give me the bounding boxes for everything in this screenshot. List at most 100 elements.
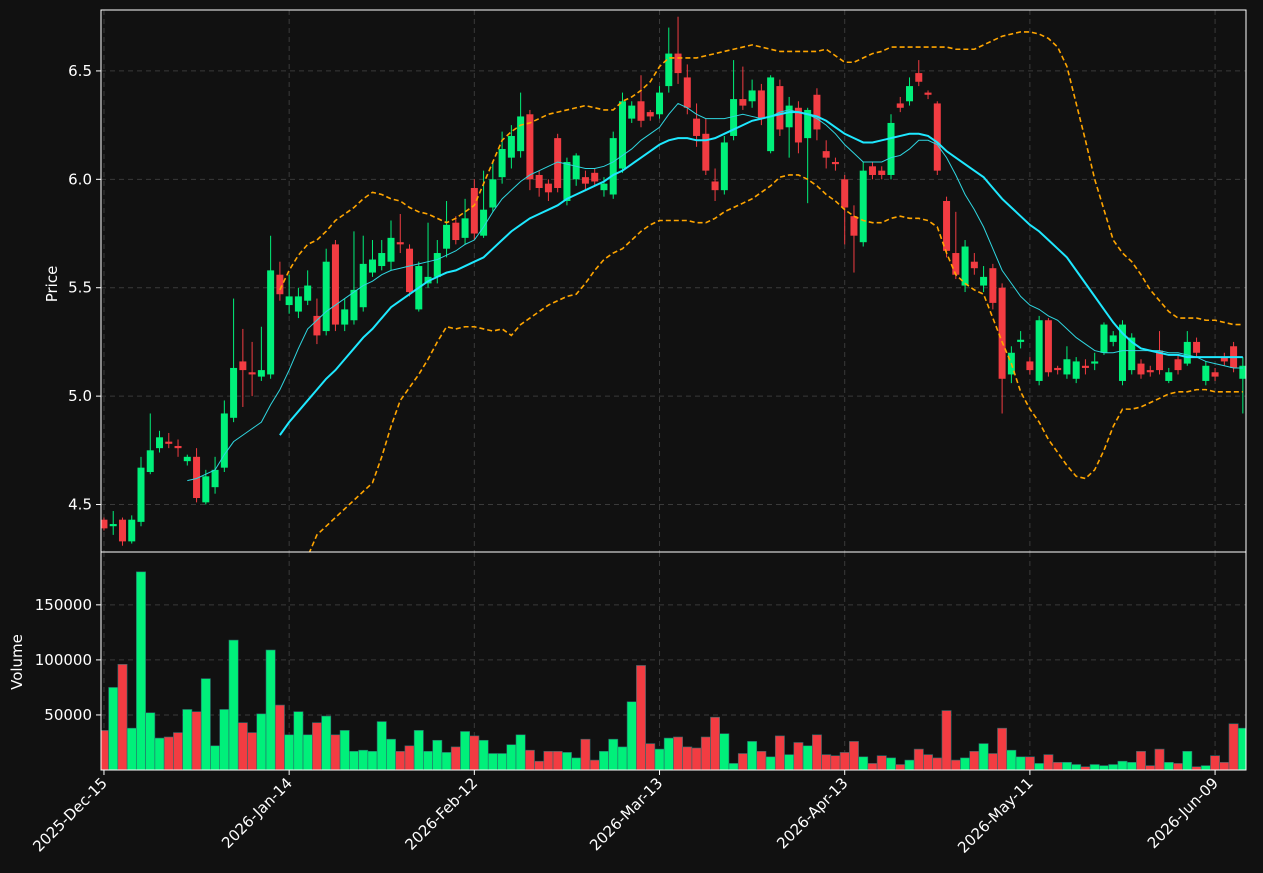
candle-body <box>785 105 793 128</box>
candle-body <box>998 287 1006 379</box>
candle-body <box>757 90 765 119</box>
volume-bar <box>1182 750 1193 770</box>
volume-bar <box>811 734 822 770</box>
volume-bar <box>599 750 609 770</box>
volume-bar <box>163 736 174 770</box>
volume-bar <box>367 750 378 770</box>
volume-bar <box>904 759 915 770</box>
candle-body <box>1100 324 1108 353</box>
candle-body <box>137 467 145 522</box>
volume-bars <box>101 571 1246 770</box>
candle-body <box>368 259 376 273</box>
candle-body <box>267 270 275 375</box>
volume-bar <box>1173 763 1183 770</box>
candle-body <box>248 372 256 375</box>
indicator-line <box>308 174 1243 552</box>
volume-bar <box>941 710 952 770</box>
volume-bar <box>404 745 415 770</box>
candle-body <box>850 216 858 236</box>
volume-bar <box>524 749 535 770</box>
volume-bar <box>932 757 943 770</box>
y-tick-label: 100000 <box>35 651 92 669</box>
y-axis-label: Price <box>43 266 61 303</box>
candle-body <box>165 441 173 444</box>
y-tick-label: 5.0 <box>68 387 92 405</box>
candle-body <box>572 155 580 180</box>
volume-bar <box>1052 761 1063 770</box>
candle-body <box>480 209 488 236</box>
candle-body <box>498 148 506 178</box>
candle-body <box>276 274 284 295</box>
candle-body <box>1211 372 1219 377</box>
volume-bar <box>358 749 369 770</box>
volume-bar <box>349 750 359 770</box>
volume-bar <box>395 750 406 770</box>
volume-bar <box>1228 723 1239 770</box>
candle-body <box>674 53 682 74</box>
volume-bar <box>719 733 730 770</box>
y-tick-label: 4.5 <box>68 496 92 514</box>
candle-body <box>794 107 802 143</box>
candle-body <box>313 315 321 336</box>
volume-bar <box>987 753 998 770</box>
volume-bar <box>386 738 396 770</box>
volume-bar <box>1061 761 1072 770</box>
volume-bar <box>682 746 693 770</box>
volume-bar <box>293 711 304 770</box>
volume-bar <box>663 737 674 770</box>
candle-body <box>813 94 821 130</box>
volume-bar <box>200 678 211 770</box>
volume-bar <box>737 753 748 770</box>
volume-bar <box>784 754 795 770</box>
candle-body <box>470 187 478 234</box>
candle-body <box>896 103 904 108</box>
volume-bar <box>284 734 295 770</box>
y-tick-label: 50000 <box>44 706 92 724</box>
volume-bar <box>1117 760 1128 770</box>
candle-body <box>600 183 608 191</box>
candle-body <box>109 524 117 527</box>
candle-body <box>211 469 219 488</box>
candle-body <box>693 118 701 136</box>
volume-bar <box>1006 749 1017 770</box>
candle-body <box>230 367 238 418</box>
candle-body <box>387 237 395 262</box>
candle-body <box>878 170 886 175</box>
volume-bar <box>923 754 933 770</box>
candle-body <box>702 133 710 171</box>
volume-bar <box>1237 727 1246 770</box>
candle-body <box>128 519 136 542</box>
candle-body <box>1146 370 1154 373</box>
volume-bar <box>997 727 1008 770</box>
candle-body <box>822 151 830 158</box>
candle-body <box>1202 365 1210 381</box>
volume-bar <box>561 752 572 770</box>
candle-body <box>1054 367 1062 371</box>
candle-body <box>1156 350 1164 371</box>
candle-body <box>1072 361 1080 379</box>
candle-body <box>970 261 978 269</box>
candle-body <box>1026 361 1034 371</box>
volume-bar <box>1071 764 1082 770</box>
volume-bar <box>626 701 637 770</box>
volume-bar <box>1034 763 1045 770</box>
candle-body <box>174 445 182 449</box>
candle-body <box>739 99 747 106</box>
volume-bar <box>1108 764 1119 770</box>
volume-bar <box>1145 765 1156 770</box>
candle-body <box>1035 320 1043 381</box>
volume-bar <box>543 750 554 770</box>
candle-body <box>730 99 738 136</box>
volume-axis-label: Volume <box>8 634 26 690</box>
indicator-line <box>187 102 1243 482</box>
candle-body <box>156 437 164 449</box>
indicator-lines <box>187 31 1243 552</box>
volume-bar <box>506 744 517 770</box>
candle-body <box>933 103 941 171</box>
volume-bar <box>580 738 591 770</box>
volume-bar <box>858 756 869 770</box>
volume-bar <box>1089 764 1100 770</box>
candle-body <box>378 253 386 267</box>
volume-bar <box>589 759 600 770</box>
